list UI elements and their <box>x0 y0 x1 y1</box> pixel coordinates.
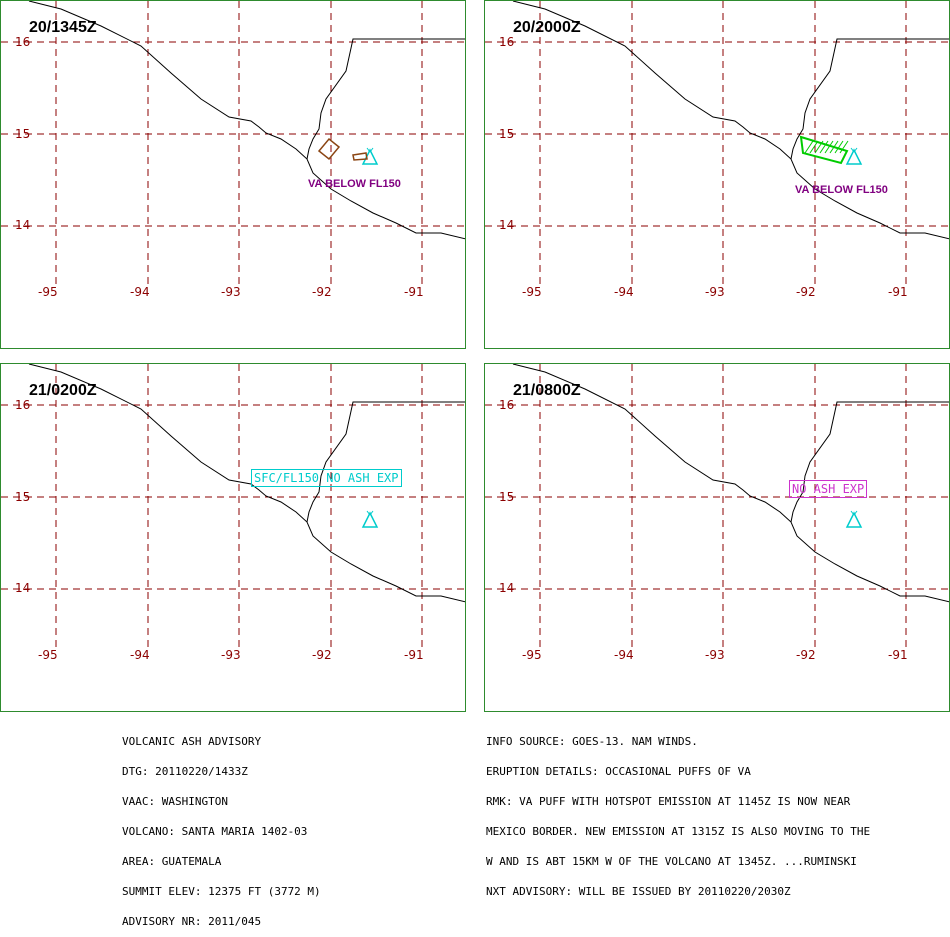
panel-time: 21/0800Z <box>513 382 581 399</box>
lat-label: 15 <box>499 490 515 504</box>
ash-hatch <box>819 140 829 154</box>
lat-label: 14 <box>15 581 31 595</box>
map-canvas-1 <box>1 1 465 286</box>
panel-time: 20/1345Z <box>29 19 97 36</box>
no-ash-label: SFC/FL150 NO ASH EXP <box>251 469 402 487</box>
map-panel-1: 20/1345Z 16 15 14 -95 -94 -93 -92 -91 VA… <box>0 0 466 349</box>
advisory-line: ERUPTION DETAILS: OCCASIONAL PUFFS OF VA <box>486 765 751 778</box>
lon-label: -92 <box>312 648 332 662</box>
ash-polygon <box>352 152 368 161</box>
volcano-triangle-icon <box>845 510 863 528</box>
coastline <box>512 1 949 240</box>
advisory-line: W AND IS ABT 15KM W OF THE VOLCANO AT 13… <box>486 855 857 868</box>
lon-label: -93 <box>705 648 725 662</box>
panel-time: 21/0200Z <box>29 382 97 399</box>
country-border <box>306 401 465 523</box>
advisory-line: ADVISORY NR: 2011/045 <box>122 915 262 928</box>
lon-label: -94 <box>614 648 634 662</box>
lat-label: 14 <box>499 218 515 232</box>
lon-label: -95 <box>522 648 542 662</box>
country-border <box>790 401 949 523</box>
advisory-line: RMK: VA PUFF WITH HOTSPOT EMISSION AT 11… <box>486 795 851 808</box>
ash-hatch <box>814 140 824 154</box>
volcano-triangle-icon <box>845 147 863 165</box>
advisory-line: VOLCANO: SANTA MARIA 1402-03 <box>122 825 308 838</box>
lon-label: -94 <box>130 648 150 662</box>
map-panel-2: 20/2000Z 16 15 14 -95 -94 -93 -92 -91 VA… <box>484 0 950 349</box>
lat-label: 15 <box>15 127 31 141</box>
advisory-left: VOLCANIC ASH ADVISORY DTG: 20110220/1433… <box>122 717 321 937</box>
lon-label: -93 <box>705 285 725 299</box>
map-canvas-2 <box>485 1 949 286</box>
ash-hatch <box>804 140 814 154</box>
ash-hatch <box>834 140 844 154</box>
map-panel-4: 21/0800Z 16 15 14 -95 -94 -93 -92 -91 NO… <box>484 363 950 712</box>
lat-label: 14 <box>15 218 31 232</box>
lat-label: 16 <box>15 35 31 49</box>
lat-label: 14 <box>499 581 515 595</box>
lon-label: -93 <box>221 648 241 662</box>
ash-hatch <box>809 140 819 154</box>
lon-label: -95 <box>38 285 58 299</box>
lon-label: -94 <box>614 285 634 299</box>
lon-label: -92 <box>796 285 816 299</box>
lat-label: 15 <box>15 490 31 504</box>
lat-label: 16 <box>499 398 515 412</box>
lon-label: -92 <box>796 648 816 662</box>
lat-label: 16 <box>15 398 31 412</box>
coastline <box>512 364 949 603</box>
advisory-right: INFO SOURCE: GOES-13. NAM WINDS. ERUPTIO… <box>486 717 870 907</box>
map-canvas-3 <box>1 364 465 649</box>
ash-hatch <box>829 140 839 154</box>
map-canvas-4 <box>485 364 949 649</box>
no-ash-label: NO ASH EXP <box>789 480 868 498</box>
advisory-line: AREA: GUATEMALA <box>122 855 222 868</box>
coastline <box>28 364 465 603</box>
lon-label: -91 <box>888 285 908 299</box>
lon-label: -91 <box>888 648 908 662</box>
lon-label: -91 <box>404 285 424 299</box>
advisory-line: DTG: 20110220/1433Z <box>122 765 248 778</box>
advisory-line: MEXICO BORDER. NEW EMISSION AT 1315Z IS … <box>486 825 871 838</box>
ash-polygon <box>317 137 341 161</box>
lat-label: 16 <box>499 35 515 49</box>
volcano-triangle-icon <box>361 147 379 165</box>
volcano-triangle-icon <box>361 510 379 528</box>
ash-hatch <box>839 140 849 154</box>
advisory-line: VAAC: WASHINGTON <box>122 795 228 808</box>
coastline <box>28 1 465 240</box>
advisory-line: SUMMIT ELEV: 12375 FT (3772 M) <box>122 885 321 898</box>
advisory-line: VOLCANIC ASH ADVISORY <box>122 735 262 748</box>
ash-annotation: VA BELOW FL150 <box>795 184 888 196</box>
map-panel-3: 21/0200Z 16 15 14 -95 -94 -93 -92 -91 SF… <box>0 363 466 712</box>
lon-label: -95 <box>522 285 542 299</box>
ash-polygon <box>799 135 849 165</box>
lon-label: -92 <box>312 285 332 299</box>
advisory-line: INFO SOURCE: GOES-13. NAM WINDS. <box>486 735 698 748</box>
ash-annotation: VA BELOW FL150 <box>308 178 401 190</box>
ash-hatch <box>824 140 834 154</box>
advisory-line: NXT ADVISORY: WILL BE ISSUED BY 20110220… <box>486 885 791 898</box>
country-border <box>306 38 465 160</box>
lon-label: -95 <box>38 648 58 662</box>
panel-time: 20/2000Z <box>513 19 581 36</box>
country-border <box>790 38 949 160</box>
lon-label: -91 <box>404 648 424 662</box>
lon-label: -93 <box>221 285 241 299</box>
lat-label: 15 <box>499 127 515 141</box>
lon-label: -94 <box>130 285 150 299</box>
